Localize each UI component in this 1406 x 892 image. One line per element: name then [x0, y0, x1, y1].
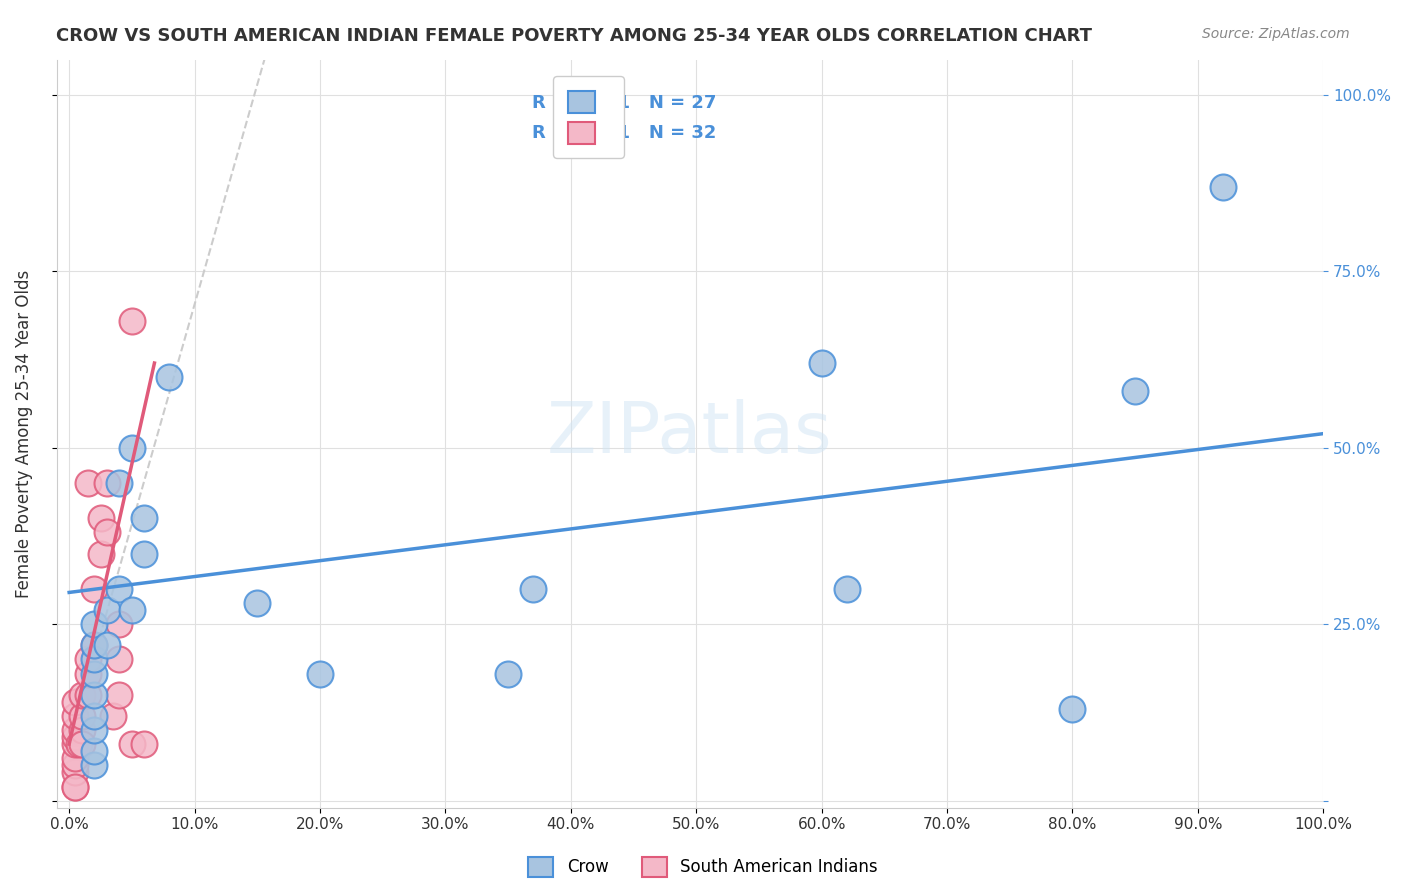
Point	[65, 709, 87, 723]
Point	[134, 511, 156, 525]
Point	[108, 582, 131, 596]
Point	[83, 617, 105, 632]
Point	[108, 476, 131, 491]
Y-axis label: Female Poverty Among 25-34 Year Olds: Female Poverty Among 25-34 Year Olds	[15, 269, 32, 598]
Point	[134, 737, 156, 751]
Point	[1123, 384, 1146, 399]
Point	[159, 370, 181, 384]
Point	[65, 751, 87, 765]
Point	[134, 547, 156, 561]
Point	[83, 744, 105, 758]
Text: CROW VS SOUTH AMERICAN INDIAN FEMALE POVERTY AMONG 25-34 YEAR OLDS CORRELATION C: CROW VS SOUTH AMERICAN INDIAN FEMALE POV…	[56, 27, 1092, 45]
Point	[89, 547, 111, 561]
Point	[65, 765, 87, 780]
Point	[77, 476, 100, 491]
Point	[101, 709, 124, 723]
Point	[77, 688, 100, 702]
Point	[65, 780, 87, 794]
Point	[65, 780, 87, 794]
Point	[65, 695, 87, 709]
Point	[810, 356, 832, 370]
Point	[65, 758, 87, 772]
Point	[70, 737, 93, 751]
Point	[96, 603, 118, 617]
Point	[77, 666, 100, 681]
Point	[65, 723, 87, 737]
Point	[83, 688, 105, 702]
Point	[83, 582, 105, 596]
Point	[108, 652, 131, 666]
Point	[1062, 702, 1084, 716]
Point	[1212, 179, 1234, 194]
Point	[83, 758, 105, 772]
Point	[121, 737, 143, 751]
Point	[96, 476, 118, 491]
Point	[96, 638, 118, 652]
Point	[65, 737, 87, 751]
Point	[835, 582, 858, 596]
Point	[83, 723, 105, 737]
Point	[121, 603, 143, 617]
Text: R = 0.431   N = 27: R = 0.431 N = 27	[531, 95, 716, 112]
Point	[83, 652, 105, 666]
Legend: , : ,	[554, 76, 624, 158]
Point	[83, 666, 105, 681]
Point	[70, 723, 93, 737]
Text: Source: ZipAtlas.com: Source: ZipAtlas.com	[1202, 27, 1350, 41]
Point	[83, 638, 105, 652]
Point	[496, 666, 519, 681]
Point	[83, 638, 105, 652]
Point	[108, 688, 131, 702]
Point	[70, 709, 93, 723]
Point	[89, 511, 111, 525]
Point	[309, 666, 332, 681]
Point	[77, 652, 100, 666]
Point	[70, 688, 93, 702]
Point	[67, 737, 90, 751]
Point	[108, 617, 131, 632]
Point	[83, 709, 105, 723]
Legend: Crow, South American Indians: Crow, South American Indians	[522, 850, 884, 884]
Text: R = 0.551   N = 32: R = 0.551 N = 32	[531, 124, 716, 142]
Point	[246, 596, 269, 610]
Point	[96, 525, 118, 540]
Point	[65, 730, 87, 744]
Text: ZIPatlas: ZIPatlas	[547, 399, 832, 468]
Point	[522, 582, 544, 596]
Point	[121, 441, 143, 455]
Point	[121, 314, 143, 328]
